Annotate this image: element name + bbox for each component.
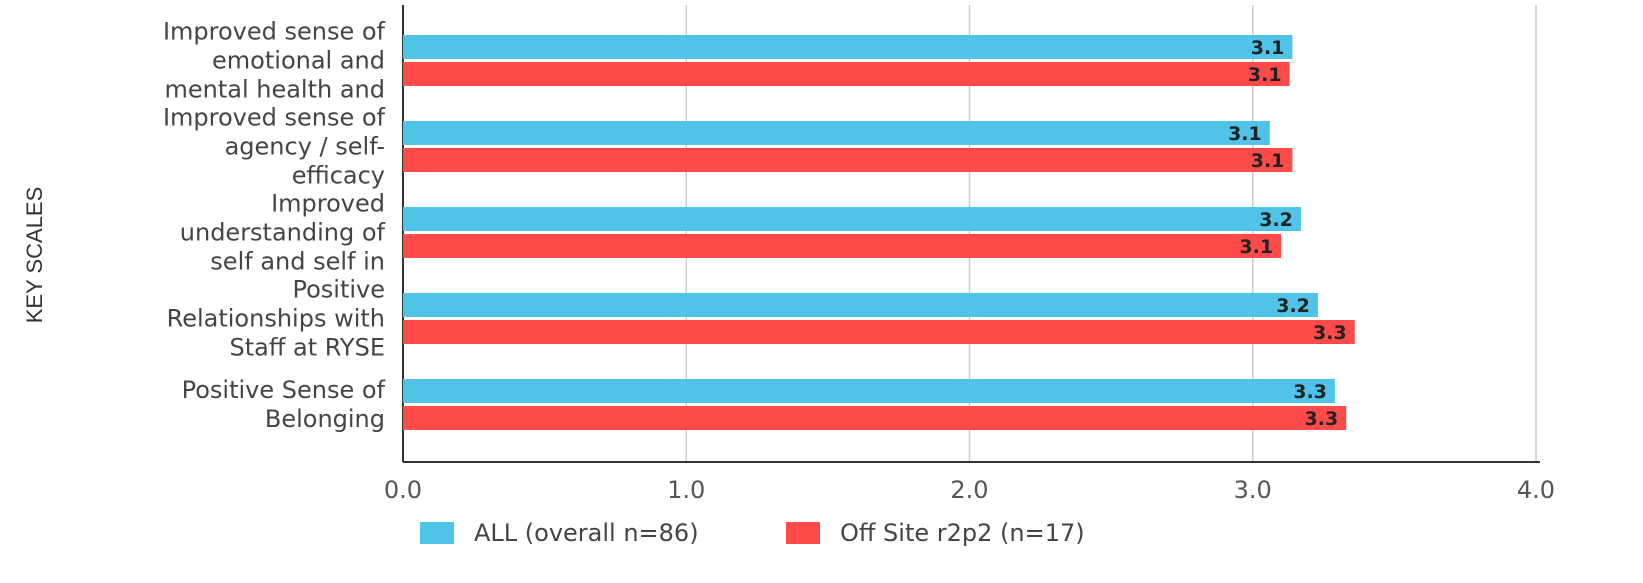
bar-value-label: 3.2 [1259,209,1293,231]
x-tick-label: 1.0 [667,476,705,504]
bar-value-label: 3.3 [1313,322,1347,344]
bar-value-label: 3.1 [1251,150,1285,172]
category-labels: Improved sense of emotional and mental hea… [163,18,386,434]
bar [403,35,1293,59]
legend-swatch [420,522,454,544]
bar-value-label: 3.1 [1248,64,1282,86]
legend-label: ALL (overall n=86) [474,519,699,547]
category-label: Improved understanding of self and self in [180,190,386,276]
x-tick-labels: 0.0 1.0 2.0 3.0 4.0 [384,476,1555,504]
bar-value-label: 3.3 [1305,408,1339,430]
category-label: Positive Relationships with Staff at RYSE [167,276,385,362]
bar-value-label: 3.1 [1228,123,1262,145]
x-tick-label: 0.0 [384,476,422,504]
bar-value-label: 3.2 [1276,295,1310,317]
bar [403,320,1355,344]
x-tick-label: 4.0 [1517,476,1555,504]
bar [403,379,1335,403]
bar [403,148,1293,172]
legend: ALL (overall n=86) Off Site r2p2 (n=17) [420,519,1085,547]
bar-value-label: 3.1 [1239,236,1273,258]
bars: 3.13.13.13.13.23.13.23.33.33.3 [403,35,1355,430]
bar [403,234,1282,258]
bar [403,406,1347,430]
bar-value-label: 3.1 [1251,37,1285,59]
y-axis-title: KEY SCALES [22,187,47,324]
x-tick-label: 2.0 [950,476,988,504]
legend-swatch [786,522,820,544]
x-tick-label: 3.0 [1234,476,1272,504]
bar [403,207,1301,231]
legend-label: Off Site r2p2 (n=17) [840,519,1085,547]
category-label: Improved sense of emotional and mental hea… [163,18,386,104]
bar [403,121,1270,145]
bar-value-label: 3.3 [1293,381,1327,403]
category-label: Improved sense of agency / self-efficacy [163,104,386,190]
category-label: Positive Sense of Belonging [182,376,386,433]
bar [403,293,1318,317]
bar [403,62,1290,86]
